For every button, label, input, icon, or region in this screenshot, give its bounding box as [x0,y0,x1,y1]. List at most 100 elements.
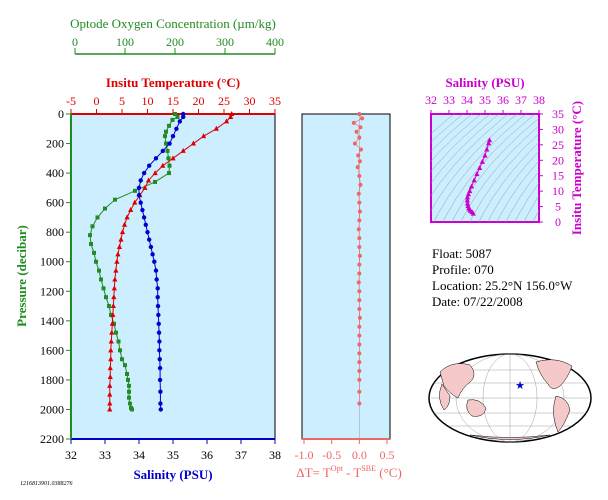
delta-panel: -1.0 -0.5 0.0 0.5 ΔT= TOpt - TSBE (°C) [295,112,402,480]
oxygen-point [173,112,177,116]
temperature-point [118,236,124,242]
isopycnal-line [431,114,491,172]
oxygen-point [127,383,131,388]
salinity-tick-label: 34 [133,448,145,462]
pressure-tick-label: 1400 [40,314,64,328]
ts-temperature-tick-label: 15 [552,169,564,183]
salinity-point [155,303,161,309]
isopycnal-line [523,195,539,222]
delta-point [357,351,362,356]
delta-point [358,125,363,130]
ts-plot-area [430,113,540,223]
temperature-tick-label: 30 [244,94,256,108]
ts-temperature-tick-label: 25 [552,138,564,152]
pressure-axis-ticks: 0 200 400 600 800 1000 1200 1400 1600 1800 2000 220… [40,107,71,446]
pressure-tick-label: 1000 [40,255,64,269]
salinity-point [158,407,163,412]
temperature-point [107,400,113,406]
oxygen-point [112,321,116,326]
temperature-axis-title: Insitu Temperature (°C) [106,75,240,90]
salinity-point [147,237,152,242]
isopycnal-line [431,114,518,211]
salinity-point [145,229,150,235]
salinity-tick-label: 36 [201,448,213,462]
map-continents [439,359,573,440]
isopycnal-line [431,114,509,197]
pressure-tick-label: 1600 [40,343,64,357]
salinity-point [138,200,143,205]
isopycnal-line [505,171,539,222]
delta-point [357,369,362,374]
salinity-point [156,321,161,326]
salinity-point [147,163,152,168]
salinity-point [156,312,161,318]
oxygen-point [116,339,121,344]
continent-asia [439,363,475,399]
oxygen-point [113,197,117,202]
temperature-point [111,285,117,291]
salinity-tick-label: 38 [269,448,281,462]
delta-point [357,244,362,249]
oxygen-point [118,348,122,353]
delta-point [357,200,362,205]
temperature-point [228,113,234,119]
salinity-point [136,193,142,198]
temperature-point [160,162,166,168]
temperature-point [128,207,134,213]
isopycnal-line [469,133,539,222]
ts-temperature-tick-label: 35 [552,107,564,121]
salinity-point [153,156,159,161]
ts-temperature-tick-label: 5 [555,200,561,214]
delta-tick-label: -1.0 [295,448,314,462]
ts-temperature-axis-title: Insitu Temperature (°C) [569,101,584,235]
ts-point [474,171,480,177]
salinity-point [140,207,145,213]
main-series-layer [88,111,235,412]
oxygen-point [165,148,170,153]
salinity-point [152,259,157,264]
float-id: Float: 5087 [432,246,492,261]
temperature-point [152,170,158,176]
delta-point [357,135,362,140]
salinity-point [157,377,163,383]
salinity-point [170,133,176,139]
oxygen-point [114,330,118,335]
oxygen-point [133,188,137,193]
oxygen-point [164,129,168,134]
pressure-tick-label: 2200 [40,432,64,446]
delta-point [357,253,362,258]
pressure-tick-label: 600 [46,196,64,210]
delta-point [357,289,362,294]
salinity-point [181,114,186,120]
isopycnal-line [496,160,539,222]
temperature-point [115,251,121,257]
pressure-tick-label: 1200 [40,284,64,298]
temperature-point [119,229,126,235]
oxygen-tick-label: 100 [116,35,134,49]
delta-point [357,324,362,329]
isopycnal-line [431,114,500,184]
salinity-axis-title: Salinity (PSU) [133,467,212,482]
temperature-point [107,365,113,371]
ts-point [464,194,471,200]
main-plot-area [70,113,276,440]
oxygen-axis-ticks: 0 100 200 300 400 [72,35,284,54]
oxygen-point [104,295,108,300]
temperature-tick-label: 25 [218,94,230,108]
oxygen-point [89,242,93,246]
ts-point [464,197,470,203]
ts-point [468,183,475,189]
salinity-point [155,286,160,291]
salinity-point [138,178,143,183]
temperature-series [107,111,235,412]
ts-temperature-tick-label: 30 [552,122,564,136]
salinity-point [160,148,165,154]
temperature-point [110,303,116,309]
salinity-tick-label: 35 [167,448,179,462]
oxygen-point [88,233,92,238]
oxygen-axis-title: Optode Oxygen Concentration (µm/kg) [70,16,276,31]
isopycnal-line [514,182,539,222]
float-location-marker: ★ [515,380,525,392]
ts-salinity-axis-title: Salinity (PSU) [445,75,524,90]
